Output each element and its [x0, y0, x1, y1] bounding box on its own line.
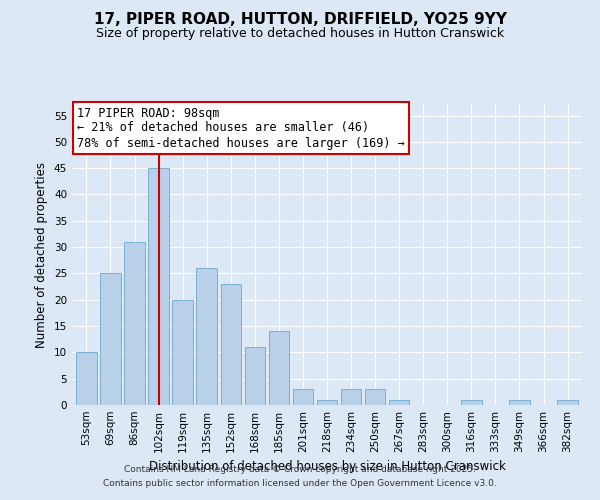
- Text: Contains HM Land Registry data © Crown copyright and database right 2025.
Contai: Contains HM Land Registry data © Crown c…: [103, 466, 497, 487]
- Bar: [365, 389, 385, 405]
- X-axis label: Distribution of detached houses by size in Hutton Cranswick: Distribution of detached houses by size …: [149, 460, 505, 473]
- Bar: [172, 300, 193, 405]
- Bar: [461, 400, 482, 405]
- Text: 17 PIPER ROAD: 98sqm
← 21% of detached houses are smaller (46)
78% of semi-detac: 17 PIPER ROAD: 98sqm ← 21% of detached h…: [77, 106, 405, 150]
- Bar: [341, 389, 361, 405]
- Bar: [100, 274, 121, 405]
- Bar: [124, 242, 145, 405]
- Bar: [76, 352, 97, 405]
- Bar: [196, 268, 217, 405]
- Bar: [269, 332, 289, 405]
- Bar: [245, 347, 265, 405]
- Text: 17, PIPER ROAD, HUTTON, DRIFFIELD, YO25 9YY: 17, PIPER ROAD, HUTTON, DRIFFIELD, YO25 …: [94, 12, 506, 28]
- Y-axis label: Number of detached properties: Number of detached properties: [35, 162, 49, 348]
- Bar: [389, 400, 409, 405]
- Bar: [317, 400, 337, 405]
- Bar: [148, 168, 169, 405]
- Bar: [509, 400, 530, 405]
- Bar: [221, 284, 241, 405]
- Text: Size of property relative to detached houses in Hutton Cranswick: Size of property relative to detached ho…: [96, 28, 504, 40]
- Bar: [293, 389, 313, 405]
- Bar: [557, 400, 578, 405]
